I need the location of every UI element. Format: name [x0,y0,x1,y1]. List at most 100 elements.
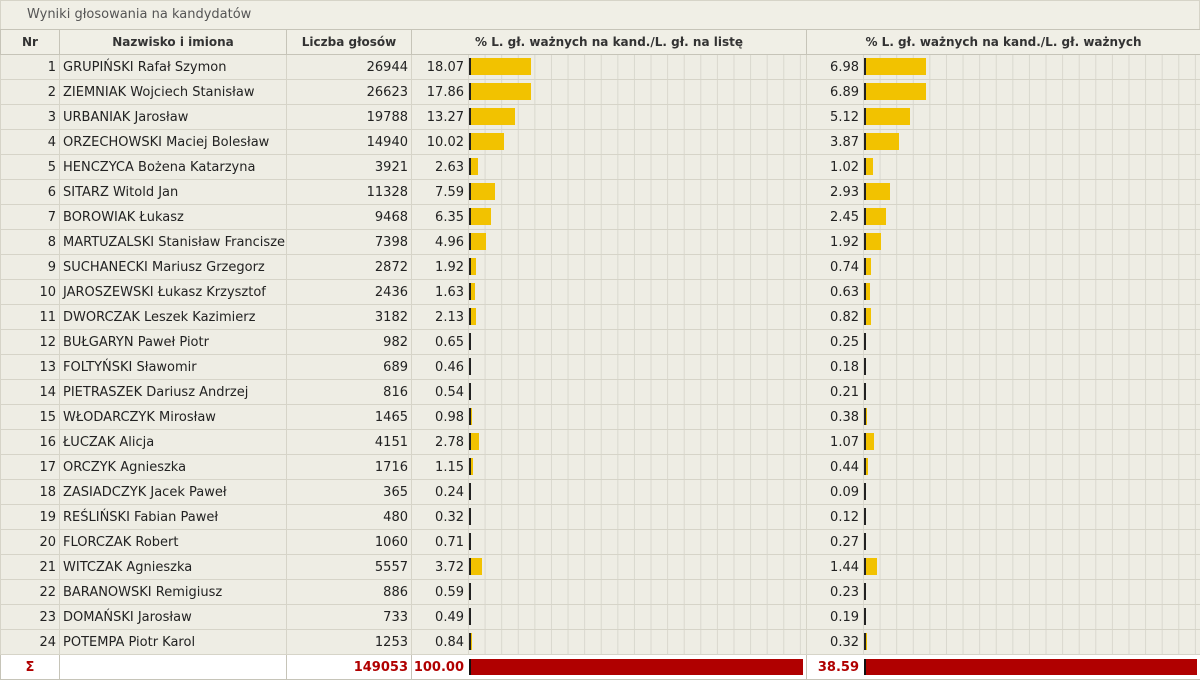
bar-grid [468,130,806,154]
row-pct-valid-bar [864,558,877,575]
total-pct-list: 100.00 [413,660,464,675]
row-pct-list-cell: 18.07 [412,55,807,80]
row-pct-valid-bar [864,258,871,275]
row-pct-valid: 6.89 [808,85,859,100]
row-pct-valid-bar [864,308,871,325]
row-pct-list: 1.92 [413,260,464,275]
row-pct-valid: 3.87 [808,135,859,150]
bar-grid [863,380,1200,404]
row-nr: 11 [1,305,60,330]
row-pct-valid-cell: 0.63 [807,280,1200,305]
bar-grid [468,155,806,179]
row-candidate-name: MARTUZALSKI Stanisław Franciszek [60,230,287,255]
row-nr: 12 [1,330,60,355]
row-pct-list-cell: 0.59 [412,580,807,605]
row-pct-valid-bar [864,633,867,650]
row-nr: 15 [1,405,60,430]
row-pct-list: 6.35 [413,210,464,225]
row-pct-list: 0.98 [413,410,464,425]
bar-grid [468,480,806,504]
row-pct-valid-cell: 0.09 [807,480,1200,505]
header-pct-list: % L. gł. ważnych na kand./L. gł. na list… [412,30,807,55]
bar-grid [468,280,806,304]
row-pct-list-cell: 0.46 [412,355,807,380]
row-nr: 24 [1,630,60,655]
row-pct-list: 0.24 [413,485,464,500]
row-pct-valid: 0.44 [808,460,859,475]
row-pct-list: 10.02 [413,135,464,150]
row-nr: 23 [1,605,60,630]
bar-grid [468,255,806,279]
row-pct-valid-bar [864,108,910,125]
row-pct-valid-bar [864,608,866,625]
row-candidate-name: BOROWIAK Łukasz [60,205,287,230]
row-votes: 2436 [287,280,412,305]
row-pct-valid: 0.21 [808,385,859,400]
bar-grid [863,505,1200,529]
row-pct-list-cell: 17.86 [412,80,807,105]
row-votes: 14940 [287,130,412,155]
row-pct-valid-cell: 0.82 [807,305,1200,330]
row-pct-list-bar [469,108,515,125]
row-pct-valid: 2.93 [808,185,859,200]
bar-grid [863,305,1200,329]
bar-grid [863,580,1200,604]
row-pct-list: 7.59 [413,185,464,200]
header-name: Nazwisko i imiona [60,30,287,55]
row-pct-valid-bar [864,433,874,450]
row-pct-list-bar [469,233,486,250]
row-pct-valid: 0.23 [808,585,859,600]
row-votes: 365 [287,480,412,505]
row-nr: 20 [1,530,60,555]
row-pct-list-bar [469,383,471,400]
row-candidate-name: ZIEMNIAK Wojciech Stanisław [60,80,287,105]
bar-grid [468,555,806,579]
row-nr: 18 [1,480,60,505]
row-pct-valid: 1.07 [808,435,859,450]
bar-grid [468,405,806,429]
row-votes: 4151 [287,430,412,455]
row-candidate-name: HENCZYCA Bożena Katarzyna [60,155,287,180]
row-pct-valid: 0.18 [808,360,859,375]
row-pct-list-bar [469,633,472,650]
row-pct-list: 2.78 [413,435,464,450]
row-votes: 26944 [287,55,412,80]
header-nr: Nr [1,30,60,55]
row-candidate-name: FLORCZAK Robert [60,530,287,555]
row-pct-valid-cell: 0.44 [807,455,1200,480]
row-pct-valid-bar [864,283,870,300]
row-pct-list-cell: 2.78 [412,430,807,455]
total-pct-valid-bar [864,659,1197,675]
row-votes: 3921 [287,155,412,180]
row-pct-list-bar [469,608,471,625]
row-pct-valid-cell: 0.19 [807,605,1200,630]
row-pct-list-cell: 4.96 [412,230,807,255]
row-pct-valid-bar [864,83,926,100]
total-pct-list-cell: 100.00 [412,655,807,680]
row-candidate-name: POTEMPA Piotr Karol [60,630,287,655]
bar-grid [863,255,1200,279]
row-pct-list-cell: 7.59 [412,180,807,205]
row-votes: 2872 [287,255,412,280]
row-pct-valid-cell: 0.12 [807,505,1200,530]
row-nr: 2 [1,80,60,105]
row-candidate-name: BARANOWSKI Remigiusz [60,580,287,605]
bar-grid [468,430,806,454]
row-candidate-name: GRUPIŃSKI Rafał Szymon [60,55,287,80]
candidates-results-table: Nr Nazwisko i imiona Liczba głosów % L. … [0,29,1200,680]
header-votes: Liczba głosów [287,30,412,55]
row-pct-list: 1.15 [413,460,464,475]
bar-grid [863,630,1200,654]
row-pct-list-cell: 0.32 [412,505,807,530]
row-pct-valid-cell: 1.44 [807,555,1200,580]
row-pct-list-cell: 1.15 [412,455,807,480]
row-pct-list-bar [469,433,479,450]
row-pct-list: 1.63 [413,285,464,300]
